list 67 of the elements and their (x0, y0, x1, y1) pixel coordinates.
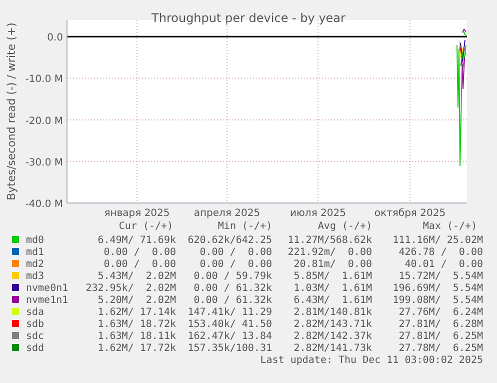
y-tick-label: -30.0 M (25, 157, 63, 168)
text: 27.78M/ 6.25M (398, 343, 483, 354)
y-tick-label: -10.0 M (25, 74, 63, 86)
text: 1.62M/ 17.14k (98, 307, 176, 318)
text: 620.62k/642.25 (188, 235, 272, 246)
text: 0.00 / 0.00 (200, 247, 272, 258)
y-axis-title: Bytes/second read (-) / write (+) (5, 22, 18, 200)
text: 5.43M/ 2.02M (98, 271, 176, 282)
x-tick-label: января 2025 (104, 208, 170, 219)
text: 11.27M/568.62k (288, 235, 372, 246)
text: 426.78 / 0.00 (398, 247, 483, 258)
legend-label: md1 (26, 247, 44, 258)
text: Last update: Thu Dec 11 03:00:02 2025 (260, 355, 483, 366)
legend-label: sdb (26, 319, 44, 330)
legend-label: md3 (26, 271, 44, 282)
legend-label: nvme0n1 (26, 283, 68, 294)
text: Avg (-/+) (318, 221, 372, 232)
text: 157.35k/100.31 (188, 343, 272, 354)
text: 199.08M/ 5.54M (392, 295, 483, 306)
x-tick-label: июля 2025 (290, 208, 346, 219)
text: Max (-/+) (422, 221, 478, 232)
text: 27.76M/ 6.24M (398, 307, 483, 318)
y-tick-label: 0.0 (47, 32, 63, 44)
text: 153.40k/ 41.50 (188, 319, 272, 330)
text: 1.62M/ 17.72k (98, 343, 176, 354)
y-tick-label: -20.0 M (25, 116, 63, 127)
text: 1.03M/ 1.61M (294, 283, 372, 294)
legend-label: md0 (26, 235, 44, 246)
text: 2.82M/143.71k (294, 319, 372, 330)
text: 2.82M/141.73k (294, 343, 372, 354)
text: 27.81M/ 6.25M (398, 331, 483, 342)
legend-label: sdc (26, 331, 44, 342)
text: 1.63M/ 18.72k (98, 319, 176, 330)
chart-title: Throughput per device - by year (150, 11, 346, 25)
text: 0.00 / 0.00 (104, 247, 176, 258)
legend-label: sda (26, 307, 44, 318)
text: 2.82M/142.37k (294, 331, 372, 342)
text: 27.81M/ 6.28M (398, 319, 483, 330)
legend-label: sdd (26, 343, 44, 354)
text: 162.47k/ 13.84 (188, 331, 272, 342)
text: 0.00 / 61.32k (194, 283, 272, 294)
text: 5.85M/ 1.61M (294, 271, 372, 282)
legend-label: nvme1n1 (26, 295, 68, 306)
legend-label: md2 (26, 259, 44, 270)
text: 0.00 / 61.32k (194, 295, 272, 306)
text: 0.00 / 0.00 (200, 259, 272, 270)
text: 221.92m/ 0.00 (288, 247, 372, 258)
text: 2.81M/140.81k (294, 307, 372, 318)
text: 1.63M/ 18.11k (98, 331, 176, 342)
text: 20.81m/ 0.00 (294, 259, 372, 270)
text: 6.49M/ 71.69k (98, 235, 176, 246)
text: 111.16M/ 25.02M (392, 235, 483, 246)
text: 0.00 / 0.00 (104, 259, 176, 270)
x-tick-label: октября 2025 (374, 208, 446, 219)
x-tick-label: апреля 2025 (194, 208, 260, 219)
text: 15.72M/ 5.54M (398, 271, 483, 282)
text: Min (-/+) (218, 221, 272, 232)
text: 40.01 / 0.00 (404, 259, 483, 270)
text: 5.20M/ 2.02M (98, 295, 176, 306)
text: 6.43M/ 1.61M (294, 295, 372, 306)
text: 147.41k/ 11.29 (188, 307, 272, 318)
text: 232.95k/ 2.02M (86, 283, 176, 294)
line-series (456, 44, 466, 166)
text: 196.69M/ 5.54M (392, 283, 483, 294)
text: Cur (-/+) (118, 221, 174, 232)
text: 0.00 / 59.79k (194, 271, 272, 282)
y-tick-label: -40.0 M (25, 199, 63, 210)
